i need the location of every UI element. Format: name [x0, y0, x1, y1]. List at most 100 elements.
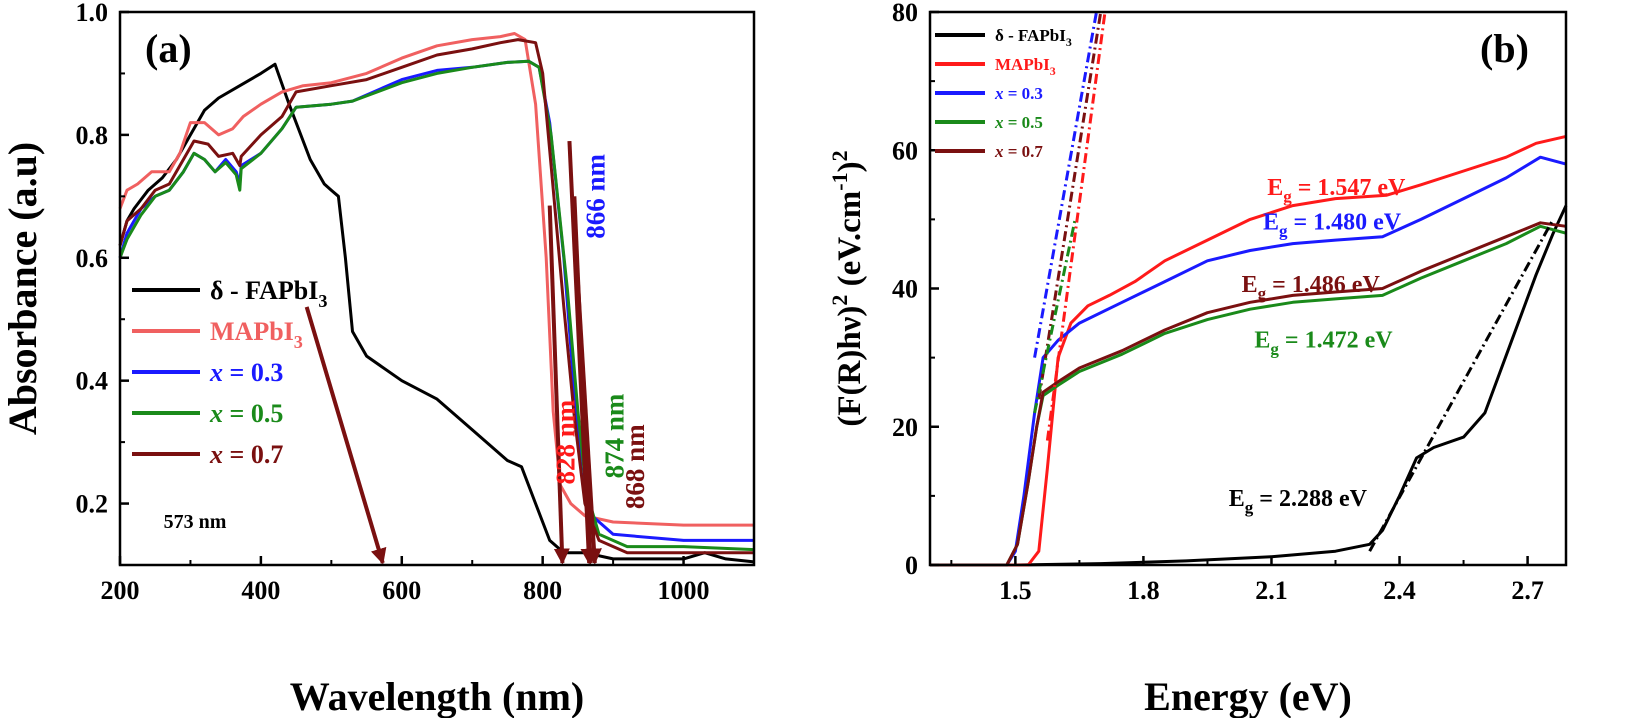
series-line-4	[930, 221, 1567, 567]
text-span: = 0.7	[223, 440, 283, 469]
subscript: g	[1245, 498, 1254, 517]
y-tick-label-4: 1.0	[76, 0, 109, 27]
text-span: = 0.5	[1004, 113, 1043, 132]
subscript: g	[1258, 284, 1267, 303]
panel-label: (a)	[145, 26, 192, 71]
y-tick-label-4: 80	[892, 0, 918, 27]
italic-x: x	[994, 84, 1004, 103]
italic-x: x	[994, 142, 1004, 161]
legend-label-3: x = 0.5	[209, 399, 283, 428]
x-tick-label-0: 1.5	[999, 576, 1032, 605]
x-tick-label-2: 2.1	[1255, 576, 1288, 605]
x-tick-label-2: 600	[382, 576, 421, 605]
text-span: (eV.cm	[832, 191, 868, 295]
italic-x: x	[209, 399, 223, 428]
panel-label: (b)	[1480, 26, 1529, 71]
legend-label-2: x = 0.3	[994, 84, 1043, 103]
x-tick-label-4: 2.7	[1511, 576, 1544, 605]
tangent-fit-line-4	[1368, 218, 1555, 552]
edge-label-2: 866 nm	[581, 153, 611, 238]
text-span: MAPbI	[995, 55, 1050, 74]
italic-x: x	[994, 113, 1004, 132]
superscript: -1	[827, 172, 852, 190]
legend-label-0: δ - FAPbI3	[995, 26, 1072, 49]
edge-label-0: 573 nm	[164, 511, 227, 533]
series-line-3	[118, 59, 755, 552]
text-span: )	[832, 161, 868, 172]
subscript: g	[1270, 339, 1279, 358]
x-tick-label-1: 400	[241, 576, 280, 605]
legend-label-3: x = 0.5	[994, 113, 1043, 132]
bandgap-label-2: Eg = 1.486 eV	[1242, 272, 1381, 303]
tangent-fit-line-0	[1033, 11, 1098, 358]
text-span: = 0.3	[223, 358, 283, 387]
bandgap-label-1: Eg = 1.480 eV	[1263, 210, 1402, 241]
plot-frame	[118, 10, 756, 567]
subscript: g	[1279, 222, 1288, 241]
text-span: E	[1254, 327, 1270, 353]
series-line-2	[930, 155, 1567, 567]
text-span: = 1.547 eV	[1292, 175, 1406, 201]
text-span: E	[1263, 210, 1279, 236]
text-span: = 2.288 eV	[1253, 486, 1367, 512]
legend-label-1: MAPbI3	[995, 55, 1056, 78]
y-tick-label-2: 40	[892, 275, 918, 304]
text-span: δ - FAPbI	[210, 276, 318, 305]
x-tick-label-3: 800	[523, 576, 562, 605]
series-line-1	[930, 134, 1567, 567]
italic-x: x	[209, 440, 223, 469]
text-span: = 0.5	[223, 399, 283, 428]
legend-label-4: x = 0.7	[994, 142, 1043, 161]
text-span: MAPbI	[210, 317, 294, 346]
y-tick-label-0: 0	[905, 551, 918, 580]
text-span: = 0.3	[1004, 84, 1043, 103]
panel-b-tauc-plot: 1.5 1.8 2.1 2.4 2.7 0 20 40 60 80 Energy (eV) (F(R)…	[827, 0, 1568, 718]
text-span: = 1.480 eV	[1287, 210, 1401, 236]
y-axis-title: (F(R)hν)2 (eV.cm-1)2	[827, 150, 868, 426]
subscript: g	[1283, 187, 1292, 206]
edge-label-3: 874 nm	[600, 393, 630, 478]
legend-label-1: MAPbI3	[210, 317, 303, 352]
panel-a-absorbance-chart: 200 400 600 800 1000 0.2 0.4 0.6 0.8 1.0 Wavelengt…	[0, 0, 756, 718]
subscript: 3	[318, 291, 327, 311]
bandgap-label-4: Eg = 2.288 eV	[1229, 486, 1368, 517]
text-span: E	[1242, 272, 1258, 298]
legend-label-4: x = 0.7	[209, 440, 283, 469]
x-axis-title: Wavelength (nm)	[290, 674, 584, 718]
wavelength-arrow-4	[572, 196, 598, 565]
tangent-fit-line-3	[1045, 11, 1107, 441]
x-tick-label-3: 2.4	[1383, 576, 1416, 605]
text-span: = 0.7	[1004, 142, 1044, 161]
text-span: E	[1267, 175, 1283, 201]
text-span: = 1.486 eV	[1266, 272, 1380, 298]
edge-label-1: 828 nm	[550, 399, 580, 484]
x-tick-label-1: 1.8	[1127, 576, 1160, 605]
wavelength-arrow-1	[547, 205, 570, 565]
tangent-fit-line-2	[1033, 219, 1077, 414]
y-tick-label-3: 60	[892, 136, 918, 165]
subscript: 3	[1066, 35, 1072, 49]
edge-label-4: 868 nm	[620, 424, 650, 509]
text-span: (F(R)hν)	[832, 306, 868, 427]
y-tick-label-0: 0.2	[76, 490, 109, 519]
y-axis-title: Absorbance (a.u)	[0, 142, 45, 435]
y-tick-label-1: 20	[892, 413, 918, 442]
subscript: 3	[294, 332, 303, 352]
bandgap-label-3: Eg = 1.472 eV	[1254, 327, 1393, 358]
bandgap-label-0: Eg = 1.547 eV	[1267, 175, 1406, 206]
y-tick-label-1: 0.4	[76, 367, 109, 396]
legend-label-2: x = 0.3	[209, 358, 283, 387]
x-tick-label-4: 1000	[658, 576, 710, 605]
x-tick-label-0: 200	[101, 576, 140, 605]
italic-x: x	[209, 358, 223, 387]
y-tick-label-3: 0.8	[76, 121, 109, 150]
text-span: δ - FAPbI	[995, 26, 1066, 45]
series-line-4	[118, 38, 754, 555]
text-span: = 1.472 eV	[1279, 327, 1393, 353]
tangent-fit-line-1	[1037, 11, 1103, 400]
wavelength-arrow-0	[304, 306, 387, 565]
superscript: 2	[827, 150, 852, 161]
y-tick-label-2: 0.6	[76, 244, 109, 273]
subscript: 3	[1050, 64, 1056, 78]
